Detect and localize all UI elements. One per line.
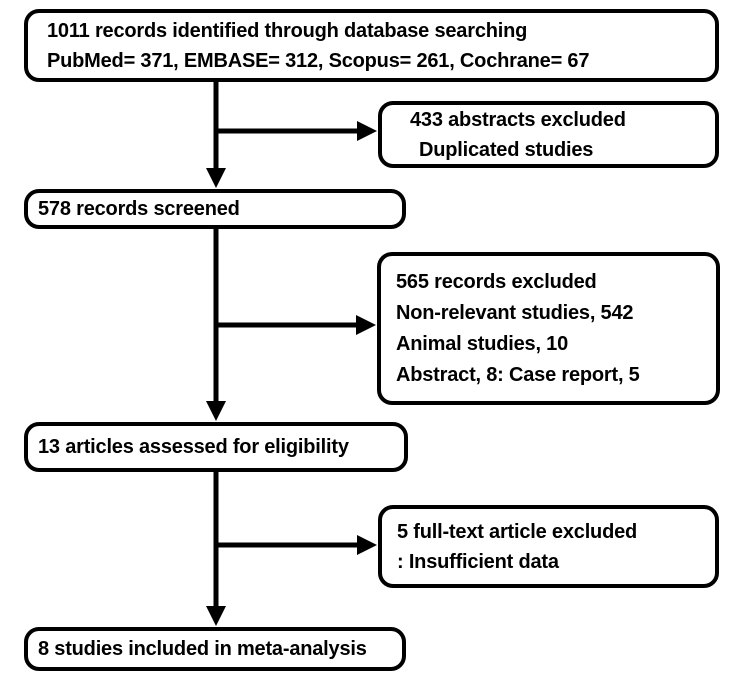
node-records-excluded-line1: 565 records excluded bbox=[396, 270, 597, 293]
node-records-identified-line2: PubMed= 371, EMBASE= 312, Scopus= 261, C… bbox=[47, 49, 590, 72]
node-abstracts-excluded: 433 abstracts excluded Duplicated studie… bbox=[378, 101, 719, 168]
node-fulltext-excluded-line2: : Insufficient data bbox=[397, 550, 559, 573]
node-fulltext-excluded-line1: 5 full-text article excluded bbox=[397, 520, 638, 543]
node-records-screened-line1: 578 records screened bbox=[38, 198, 240, 220]
node-records-excluded: 565 records excluded Non-relevant studie… bbox=[377, 252, 720, 405]
node-records-excluded-line4: Abstract, 8: Case report, 5 bbox=[396, 363, 640, 386]
node-records-excluded-line3: Animal studies, 10 bbox=[396, 332, 569, 355]
node-abstracts-excluded-line2: Duplicated studies bbox=[419, 138, 594, 161]
node-abstracts-excluded-line1: 433 abstracts excluded bbox=[410, 108, 626, 131]
node-records-screened: 578 records screened bbox=[24, 189, 406, 229]
node-records-identified-line1: 1011 records identified through database… bbox=[47, 19, 528, 42]
node-records-excluded-line2: Non-relevant studies, 542 bbox=[396, 301, 634, 324]
arrowhead-identified-to-screened bbox=[206, 168, 226, 188]
arrowhead-branch-abstracts-excluded bbox=[357, 121, 377, 141]
node-records-identified: 1011 records identified through database… bbox=[24, 9, 719, 82]
arrowhead-assessed-to-included bbox=[206, 606, 226, 626]
node-articles-assessed-line1: 13 articles assessed for eligibility bbox=[38, 436, 349, 458]
arrowhead-screened-to-assessed bbox=[206, 401, 226, 421]
node-studies-included: 8 studies included in meta-analysis bbox=[24, 627, 406, 671]
arrowhead-branch-fulltext-excluded bbox=[357, 535, 377, 555]
node-fulltext-excluded: 5 full-text article excluded : Insuffici… bbox=[378, 505, 719, 588]
node-studies-included-line1: 8 studies included in meta-analysis bbox=[38, 638, 367, 660]
arrowhead-branch-records-excluded bbox=[356, 315, 376, 335]
node-articles-assessed: 13 articles assessed for eligibility bbox=[24, 422, 408, 472]
